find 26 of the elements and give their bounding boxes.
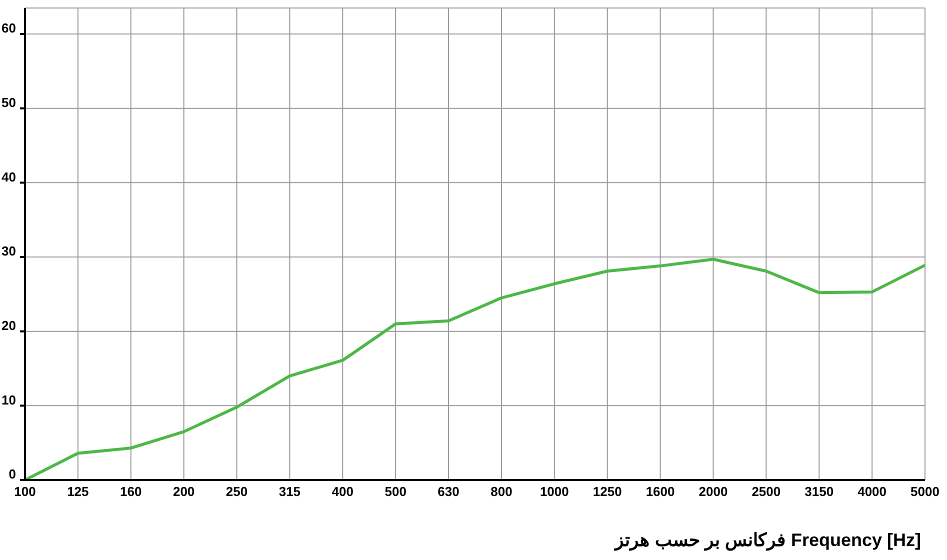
- x-tick-label: 1600: [646, 484, 675, 500]
- x-tick-label: 100: [14, 484, 36, 500]
- x-tick-label: 2000: [698, 484, 728, 500]
- y-tick-label: 50: [2, 94, 16, 110]
- y-tick-label: 0: [8, 466, 16, 482]
- x-tick-label: 315: [278, 484, 301, 500]
- x-tick-label: 4000: [858, 484, 887, 500]
- x-tick-label: 200: [172, 484, 195, 500]
- x-tick-label: 5000: [910, 484, 940, 500]
- x-tick-label: 160: [120, 484, 142, 500]
- x-tick-label: 630: [438, 484, 460, 500]
- x-tick-label: 3150: [804, 484, 834, 500]
- x-tick-label: 125: [67, 484, 89, 500]
- x-axis-title: فرکانس بر حسب هرتز Frequency [Hz]: [612, 530, 921, 551]
- x-tick-label: 400: [332, 484, 354, 500]
- y-tick-label: 40: [2, 169, 16, 184]
- x-tick-label: 800: [490, 484, 512, 500]
- y-tick-label: 10: [2, 392, 16, 408]
- x-tick-label: 1000: [540, 484, 569, 500]
- y-tick-label: 30: [2, 244, 16, 259]
- x-tick-label: 1250: [592, 484, 622, 500]
- y-tick-label: 60: [2, 20, 16, 36]
- y-tick-label: 20: [2, 318, 16, 333]
- x-tick-label: 500: [384, 484, 406, 500]
- x-tick-label: 250: [226, 484, 248, 500]
- x-tick-label: 2500: [752, 484, 781, 500]
